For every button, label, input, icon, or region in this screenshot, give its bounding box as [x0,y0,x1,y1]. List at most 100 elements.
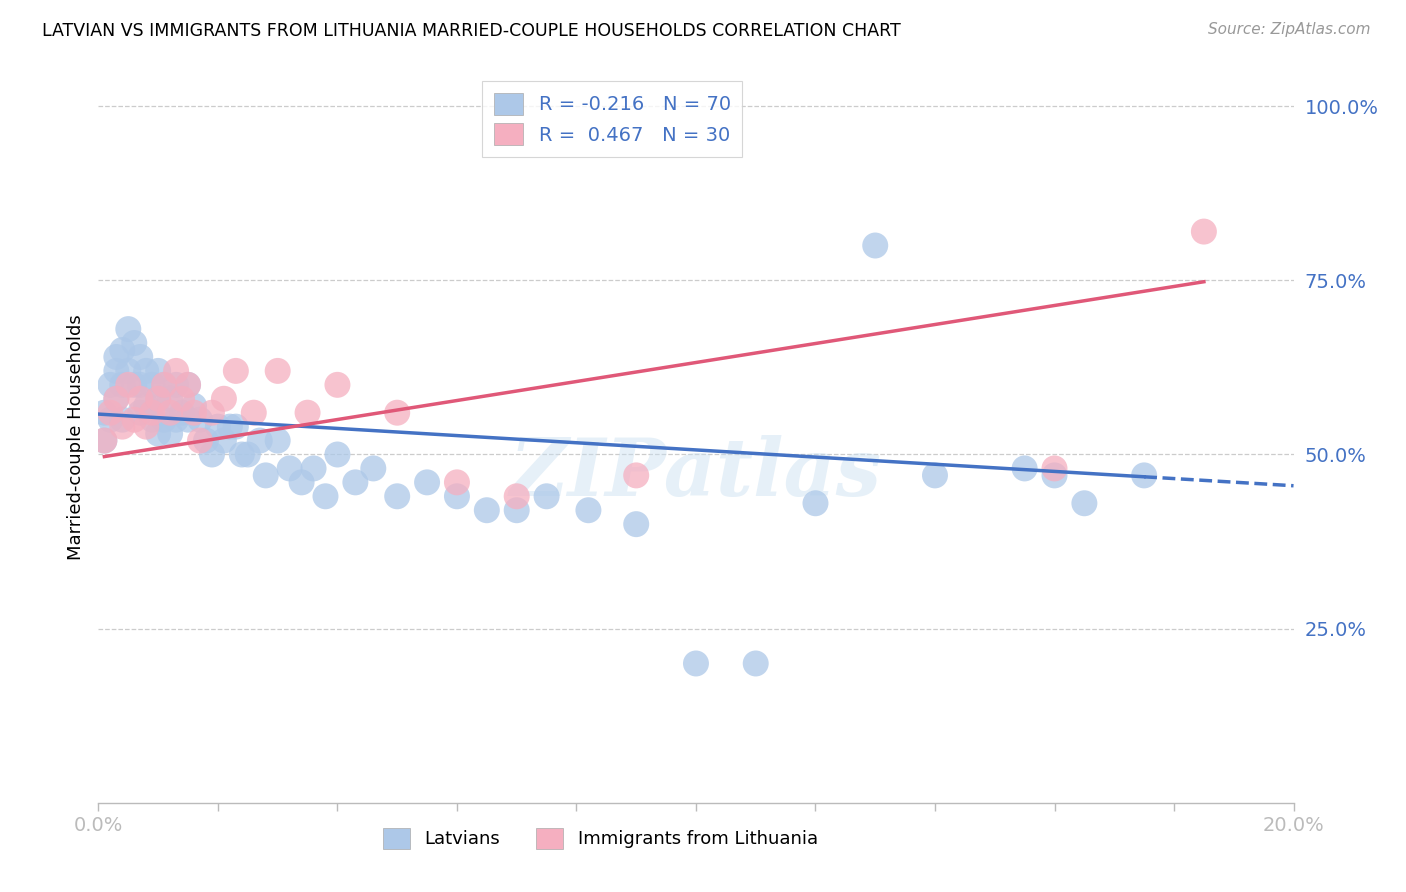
Point [177,412,200,426]
Y-axis label: Married-couple Households: Married-couple Households [66,314,84,560]
Point [446,475,468,490]
Point [141,406,163,420]
Point [201,406,224,420]
Point [207,419,229,434]
Point [105,392,128,406]
Point [326,377,349,392]
Point [685,657,707,671]
Point [141,412,163,426]
Point [745,657,768,671]
Point [148,392,170,406]
Point [183,406,205,420]
Point [626,517,648,532]
Point [117,364,139,378]
Point [1043,468,1066,483]
Point [135,364,157,378]
Point [124,336,146,351]
Point [385,489,409,503]
Point [1014,461,1036,475]
Point [1043,461,1066,475]
Point [177,377,200,392]
Point [297,406,319,420]
Point [626,468,648,483]
Point [111,419,134,434]
Point [93,434,115,448]
Point [231,448,253,462]
Point [165,364,187,378]
Point [159,392,181,406]
Point [148,364,170,378]
Point [177,377,200,392]
Point [924,468,946,483]
Text: Source: ZipAtlas.com: Source: ZipAtlas.com [1208,22,1371,37]
Point [124,412,146,426]
Point [148,392,170,406]
Point [254,468,277,483]
Point [117,322,139,336]
Point [475,503,498,517]
Point [159,406,181,420]
Point [865,238,887,252]
Text: ZIPatlas: ZIPatlas [510,435,882,512]
Point [1192,225,1215,239]
Point [291,475,314,490]
Point [93,434,115,448]
Point [225,364,247,378]
Point [105,392,128,406]
Point [188,412,211,426]
Point [344,475,367,490]
Point [129,350,152,364]
Point [93,406,115,420]
Point [326,448,349,462]
Point [165,377,187,392]
Point [249,434,271,448]
Point [153,377,176,392]
Point [124,377,146,392]
Point [201,448,224,462]
Point [98,406,122,420]
Point [135,399,157,413]
Point [385,406,409,420]
Point [159,426,181,441]
Point [416,475,439,490]
Point [111,377,134,392]
Point [267,364,290,378]
Point [129,406,152,420]
Point [219,419,242,434]
Point [1133,468,1156,483]
Point [267,434,290,448]
Point [111,412,134,426]
Text: LATVIAN VS IMMIGRANTS FROM LITHUANIA MARRIED-COUPLE HOUSEHOLDS CORRELATION CHART: LATVIAN VS IMMIGRANTS FROM LITHUANIA MAR… [42,22,901,40]
Point [141,377,163,392]
Point [446,489,468,503]
Point [172,392,194,406]
Point [188,434,211,448]
Point [98,377,122,392]
Point [153,412,176,426]
Point [129,377,152,392]
Point [302,461,325,475]
Point [172,406,194,420]
Point [212,392,235,406]
Point [129,392,152,406]
Point [506,489,529,503]
Point [165,412,187,426]
Point [1073,496,1095,510]
Point [148,426,170,441]
Point [536,489,558,503]
Point [278,461,301,475]
Point [506,503,529,517]
Point [236,448,259,462]
Point [195,434,218,448]
Point [105,350,128,364]
Legend: Latvians, Immigrants from Lithuania: Latvians, Immigrants from Lithuania [375,821,825,856]
Point [98,412,122,426]
Point [315,489,337,503]
Point [111,343,134,357]
Point [212,434,235,448]
Point [183,399,205,413]
Point [225,419,247,434]
Point [243,406,266,420]
Point [363,461,385,475]
Point [804,496,827,510]
